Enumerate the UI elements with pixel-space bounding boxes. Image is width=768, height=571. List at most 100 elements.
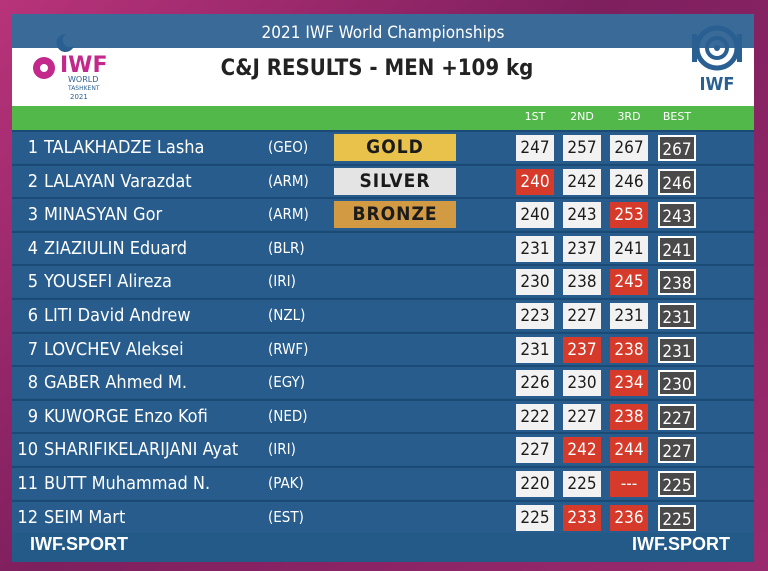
- attempt-2-result: 233: [563, 504, 601, 531]
- medal-badge: GOLD: [334, 134, 456, 161]
- attempt-2-result: 227: [563, 303, 601, 329]
- athlete-country: (PAK): [268, 474, 304, 492]
- attempt-2-result: 237: [563, 235, 601, 262]
- athlete-rank: 11: [17, 473, 38, 494]
- championships-logo-icon: IWF WORLD TASHKENT 2021: [33, 33, 107, 101]
- logo-sub1: WORLD: [68, 75, 98, 84]
- athlete-rank: 12: [17, 506, 38, 528]
- athlete-rank: 9: [27, 405, 38, 427]
- logo-word: IWF: [60, 53, 107, 78]
- attempt-1-result: 220: [516, 471, 554, 497]
- athlete-name: LOVCHEV Aleksei: [44, 338, 184, 360]
- attempt-3-result: 231: [610, 303, 648, 329]
- attempt-1-result: 226: [516, 370, 554, 397]
- iwf-logo-word: IWF: [699, 74, 735, 95]
- athlete-rank: 10: [17, 439, 38, 461]
- results-board: 2021 IWF World Championships C&J RESULTS…: [12, 14, 754, 562]
- athlete-name: KUWORGE Enzo Kofi: [44, 405, 208, 427]
- athlete-country: (NED): [268, 406, 308, 425]
- world-championships-logo: IWF WORLD TASHKENT 2021: [30, 32, 130, 104]
- attempt-1-result: 240: [516, 202, 554, 229]
- table-row: 12 SEIM Mart (EST) 225 233 236 225: [12, 499, 754, 533]
- footer-website-right: IWF.SPORT: [632, 534, 730, 554]
- event-title: 2021 IWF World Championships: [12, 14, 754, 48]
- attempt-3-result: 253: [610, 202, 648, 229]
- best-result: 225: [658, 504, 696, 531]
- attempt-1-result: 231: [516, 235, 554, 262]
- best-result: 227: [658, 403, 696, 430]
- athlete-name: LALAYAN Varazdat: [44, 170, 192, 192]
- column-header-bar: [12, 106, 754, 130]
- attempt-1-result: 225: [516, 504, 554, 531]
- table-row: 5 YOUSEFI Alireza (IRI) 230 238 245 238: [12, 264, 754, 298]
- best-result: 230: [658, 370, 696, 397]
- attempt-1-result: 223: [516, 303, 554, 329]
- footer-website-left: IWF.SPORT: [30, 534, 128, 554]
- athlete-country: (ARM): [268, 171, 309, 190]
- athlete-name: TALAKHADZE Lasha: [44, 137, 205, 158]
- attempt-1-result: 222: [516, 403, 554, 430]
- table-row: 11 BUTT Muhammad N. (PAK) 220 225 --- 225: [12, 466, 754, 499]
- attempt-2-result: 257: [563, 135, 601, 161]
- best-result: 246: [658, 168, 696, 195]
- athlete-name: MINASYAN Gor: [44, 204, 163, 226]
- col-header-best: BEST: [662, 110, 692, 123]
- col-header-2nd: 2ND: [570, 110, 594, 123]
- best-result: 231: [658, 303, 696, 329]
- attempt-2-result: 227: [563, 403, 601, 430]
- athlete-rank: 1: [27, 137, 38, 158]
- athlete-rank: 2: [27, 170, 38, 192]
- attempt-1-result: 227: [516, 437, 554, 464]
- table-row: 4 ZIAZIULIN Eduard (BLR) 231 237 241 241: [12, 230, 754, 264]
- athlete-rank: 6: [27, 305, 38, 326]
- attempt-3-result: 245: [610, 269, 648, 296]
- attempt-3-result: 238: [610, 403, 648, 430]
- attempt-3-result: 246: [610, 168, 648, 195]
- best-result: 225: [658, 471, 696, 497]
- athlete-country: (NZL): [268, 306, 306, 324]
- attempt-3-result: 267: [610, 135, 648, 161]
- athlete-country: (ARM): [268, 205, 309, 224]
- best-result: 238: [658, 269, 696, 296]
- best-result: 243: [658, 202, 696, 229]
- athlete-name: SHARIFIKELARIJANI Ayat: [44, 439, 239, 461]
- table-row: 9 KUWORGE Enzo Kofi (NED) 222 227 238 227: [12, 398, 754, 432]
- attempt-2-result: 230: [563, 370, 601, 397]
- athlete-rank: 7: [27, 338, 38, 360]
- attempt-3-result: 236: [610, 504, 648, 531]
- attempt-2-result: 238: [563, 269, 601, 296]
- table-row: 2 LALAYAN Varazdat (ARM) SILVER 240 242 246 246: [12, 163, 754, 197]
- attempt-2-result: 243: [563, 202, 601, 229]
- attempt-2-result: 242: [563, 168, 601, 195]
- athlete-name: BUTT Muhammad N.: [44, 473, 211, 494]
- logo-year: 2021: [70, 93, 88, 101]
- athlete-rank: 8: [27, 372, 38, 394]
- table-row: 10 SHARIFIKELARIJANI Ayat (IRI) 227 242 244 22…: [12, 432, 754, 466]
- best-result: 231: [658, 336, 696, 363]
- attempt-3-result: 238: [610, 336, 648, 363]
- athlete-country: (RWF): [268, 339, 309, 358]
- medal-badge: BRONZE: [334, 201, 456, 229]
- athlete-name: YOUSEFI Alireza: [44, 271, 172, 293]
- best-result: 227: [658, 437, 696, 464]
- attempt-3-result: 244: [610, 437, 648, 464]
- table-row: 6 LITI David Andrew (NZL) 223 227 231 231: [12, 298, 754, 331]
- iwf-logo: IWF: [684, 24, 750, 104]
- athlete-name: GABER Ahmed M.: [44, 372, 187, 394]
- athlete-name: LITI David Andrew: [44, 305, 191, 326]
- table-row: 1 TALAKHADZE Lasha (GEO) GOLD 247 257 267 267: [12, 130, 754, 163]
- athlete-country: (BLR): [268, 238, 305, 257]
- athlete-rank: 4: [27, 237, 38, 259]
- athlete-rank: 5: [27, 271, 38, 293]
- best-result: 267: [658, 135, 696, 161]
- best-result: 241: [658, 235, 696, 262]
- attempt-2-result: 237: [563, 336, 601, 363]
- athlete-country: (EST): [268, 507, 304, 526]
- attempt-3-result: ---: [610, 471, 648, 497]
- header-panel: [12, 48, 754, 106]
- attempt-1-result: 247: [516, 135, 554, 161]
- table-row: 8 GABER Ahmed M. (EGY) 226 230 234 230: [12, 365, 754, 399]
- athlete-name: SEIM Mart: [44, 506, 126, 528]
- athlete-country: (IRI): [268, 272, 296, 291]
- athlete-country: (EGY): [268, 373, 306, 392]
